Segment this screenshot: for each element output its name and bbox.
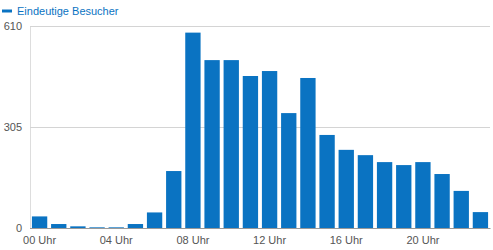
x-tick: 20 Uhr xyxy=(406,234,439,246)
bar xyxy=(147,212,162,228)
x-tick: 12 Uhr xyxy=(253,234,286,246)
x-tick: 00 Uhr xyxy=(23,234,56,246)
bar xyxy=(166,171,181,228)
bar xyxy=(454,191,469,228)
x-axis-line xyxy=(31,228,491,229)
bar xyxy=(89,227,104,228)
x-tick: 16 Uhr xyxy=(330,234,363,246)
x-tick-label: 16 Uhr xyxy=(330,234,363,246)
x-tick: 08 Uhr xyxy=(176,234,209,246)
x-axis: 00 Uhr 04 Uhr 08 Uhr 12 Uhr 16 Uhr 20 Uhr xyxy=(23,229,490,246)
bar xyxy=(319,135,334,228)
legend-label: Eindeutige Besucher xyxy=(17,5,119,17)
x-tick-label: 04 Uhr xyxy=(100,234,133,246)
bar xyxy=(109,227,124,228)
x-tick-label: 12 Uhr xyxy=(253,234,286,246)
y-tick: 610 xyxy=(4,20,490,32)
x-tick-label: 08 Uhr xyxy=(176,234,209,246)
y-axis: 0 305 610 xyxy=(4,20,490,234)
bar xyxy=(300,78,315,228)
grid-line xyxy=(30,228,490,229)
bar xyxy=(185,33,200,228)
legend-swatch xyxy=(2,10,12,13)
x-tick-label: 00 Uhr xyxy=(23,234,56,246)
chart: 0 305 610 00 Uhr 04 Uhr 08 Uhr 12 Uhr 16 Uhr 20 … xyxy=(0,0,493,250)
grid-line xyxy=(30,127,490,128)
bar xyxy=(415,162,430,228)
y-tick-label: 0 xyxy=(16,222,22,234)
bar xyxy=(281,113,296,228)
y-tick-label: 610 xyxy=(4,20,22,32)
bar xyxy=(377,162,392,228)
bar xyxy=(396,165,411,228)
plot: 0 305 610 00 Uhr 04 Uhr 08 Uhr 12 Uhr 16 Uhr 20 … xyxy=(4,20,491,246)
grid-line xyxy=(30,26,490,27)
bar xyxy=(70,226,85,228)
bar xyxy=(128,224,143,228)
bar xyxy=(204,60,219,228)
bar xyxy=(339,150,354,228)
bar xyxy=(358,155,373,228)
legend: Eindeutige Besucher xyxy=(2,5,119,17)
bar xyxy=(262,71,277,228)
bar xyxy=(32,216,47,228)
bars xyxy=(32,33,488,228)
bar xyxy=(473,212,488,228)
bar xyxy=(224,60,239,228)
bar xyxy=(243,76,258,228)
x-tick: 04 Uhr xyxy=(100,234,133,246)
y-tick-label: 305 xyxy=(4,121,22,133)
bar xyxy=(434,174,449,228)
x-tick-label: 20 Uhr xyxy=(406,234,439,246)
bar xyxy=(51,224,66,228)
